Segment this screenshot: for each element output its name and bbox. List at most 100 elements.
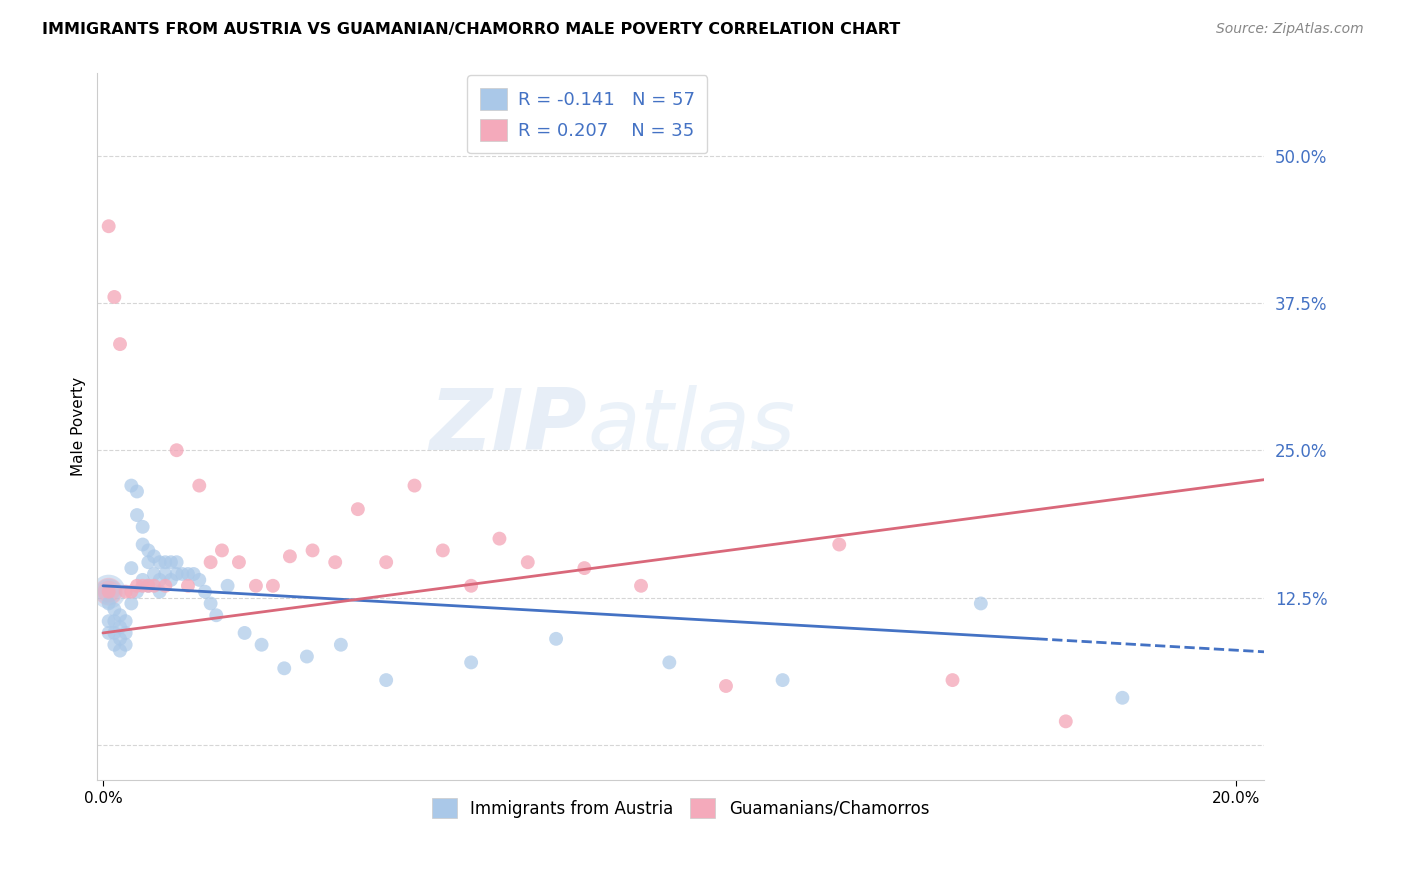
Point: [120, 478, 142, 492]
Point: [772, 673, 794, 687]
Point: [217, 579, 239, 593]
Point: [114, 584, 136, 599]
Text: atlas: atlas: [588, 385, 796, 468]
Point: [131, 537, 153, 551]
Point: [301, 543, 323, 558]
Point: [404, 478, 426, 492]
Point: [103, 626, 125, 640]
Point: [103, 614, 125, 628]
Point: [136, 543, 159, 558]
Point: [166, 566, 188, 581]
Point: [125, 579, 148, 593]
Point: [120, 584, 142, 599]
Point: [97, 584, 120, 599]
Point: [108, 632, 131, 646]
Point: [177, 566, 200, 581]
Point: [97, 219, 120, 234]
Point: [108, 608, 131, 623]
Point: [108, 620, 131, 634]
Point: [114, 614, 136, 628]
Point: [97, 626, 120, 640]
Point: [136, 579, 159, 593]
Point: [155, 579, 177, 593]
Point: [114, 626, 136, 640]
Point: [97, 584, 120, 599]
Point: [149, 584, 172, 599]
Point: [131, 573, 153, 587]
Point: [108, 643, 131, 657]
Point: [103, 602, 125, 616]
Point: [828, 537, 851, 551]
Point: [546, 632, 568, 646]
Point: [228, 555, 250, 569]
Point: [97, 614, 120, 628]
Point: [200, 597, 222, 611]
Point: [516, 555, 538, 569]
Point: [114, 638, 136, 652]
Point: [347, 502, 370, 516]
Point: [131, 579, 153, 593]
Point: [460, 656, 482, 670]
Point: [143, 579, 166, 593]
Point: [166, 443, 188, 458]
Point: [97, 584, 120, 599]
Point: [273, 661, 295, 675]
Point: [136, 555, 159, 569]
Point: [262, 579, 284, 593]
Point: [329, 638, 352, 652]
Point: [323, 555, 346, 569]
Point: [295, 649, 318, 664]
Point: [97, 584, 120, 599]
Text: IMMIGRANTS FROM AUSTRIA VS GUAMANIAN/CHAMORRO MALE POVERTY CORRELATION CHART: IMMIGRANTS FROM AUSTRIA VS GUAMANIAN/CHA…: [42, 22, 900, 37]
Point: [160, 573, 183, 587]
Text: ZIP: ZIP: [430, 385, 588, 468]
Point: [188, 573, 211, 587]
Point: [630, 579, 652, 593]
Legend: Immigrants from Austria, Guamanians/Chamorros: Immigrants from Austria, Guamanians/Cham…: [426, 791, 936, 825]
Point: [172, 566, 194, 581]
Point: [155, 555, 177, 569]
Point: [194, 584, 217, 599]
Point: [125, 484, 148, 499]
Point: [143, 549, 166, 564]
Point: [460, 579, 482, 593]
Point: [375, 555, 398, 569]
Point: [149, 573, 172, 587]
Point: [1111, 690, 1133, 705]
Point: [149, 555, 172, 569]
Point: [375, 673, 398, 687]
Point: [97, 597, 120, 611]
Point: [188, 478, 211, 492]
Point: [233, 626, 256, 640]
Point: [143, 566, 166, 581]
Point: [211, 543, 233, 558]
Point: [245, 579, 267, 593]
Point: [200, 555, 222, 569]
Point: [250, 638, 273, 652]
Point: [103, 290, 125, 304]
Point: [941, 673, 963, 687]
Point: [120, 597, 142, 611]
Y-axis label: Male Poverty: Male Poverty: [72, 377, 86, 476]
Point: [120, 561, 142, 575]
Point: [125, 508, 148, 522]
Point: [108, 337, 131, 351]
Point: [970, 597, 993, 611]
Point: [131, 520, 153, 534]
Point: [166, 555, 188, 569]
Point: [205, 608, 228, 623]
Point: [183, 566, 205, 581]
Point: [103, 638, 125, 652]
Point: [432, 543, 454, 558]
Point: [488, 532, 510, 546]
Point: [1054, 714, 1077, 729]
Point: [574, 561, 596, 575]
Point: [160, 555, 183, 569]
Text: Source: ZipAtlas.com: Source: ZipAtlas.com: [1216, 22, 1364, 37]
Point: [125, 584, 148, 599]
Point: [177, 579, 200, 593]
Point: [658, 656, 681, 670]
Point: [278, 549, 301, 564]
Point: [714, 679, 737, 693]
Point: [155, 566, 177, 581]
